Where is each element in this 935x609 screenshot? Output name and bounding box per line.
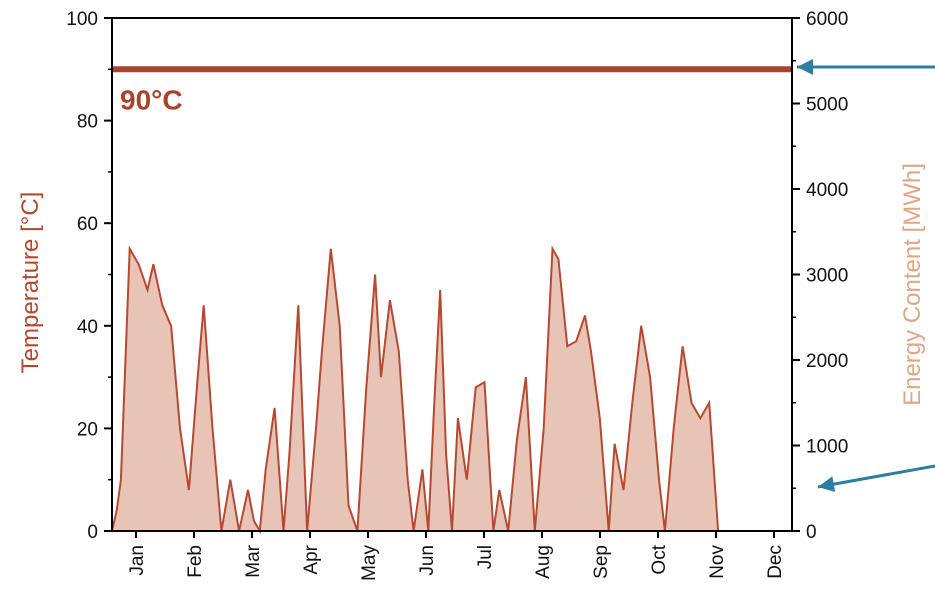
right-tick-label-4000: 4000 <box>806 180 848 201</box>
x-tick-label-feb: Feb <box>185 545 206 578</box>
top-arrow-head <box>797 59 813 75</box>
x-tick-label-sep: Sep <box>591 545 612 579</box>
right-tick-label-6000: 6000 <box>806 9 848 30</box>
right-tick-label-1000: 1000 <box>806 437 848 458</box>
right-tick-label-3000: 3000 <box>806 266 848 287</box>
left-tick-label-20: 20 <box>77 419 98 440</box>
left-tick-label-60: 60 <box>77 214 98 235</box>
arrow-layer <box>797 59 935 493</box>
bottom-arrow-head <box>818 476 836 493</box>
x-tick-label-jun: Jun <box>417 545 438 576</box>
x-axis-ticks: Jan Feb Mar Apr May Jun Jul Aug Sep Oct Nov Dec <box>127 531 786 581</box>
right-tick-label-2000: 2000 <box>806 351 848 372</box>
area-layer <box>111 245 792 535</box>
left-tick-label-100: 100 <box>66 9 98 30</box>
left-tick-label-40: 40 <box>77 317 98 338</box>
x-tick-label-aug: Aug <box>533 545 554 579</box>
left-tick-label-0: 0 <box>87 522 98 543</box>
right-tick-label-5000: 5000 <box>806 95 848 116</box>
x-tick-label-oct: Oct <box>649 544 670 574</box>
left-axis-ticks: 0 20 40 60 80 100 <box>66 9 112 543</box>
x-tick-label-jul: Jul <box>475 545 496 569</box>
right-axis-title: Energy Content [MWh] <box>899 163 926 406</box>
x-tick-label-jan: Jan <box>127 545 148 576</box>
right-tick-label-0: 0 <box>806 522 817 543</box>
x-tick-label-mar: Mar <box>243 544 264 577</box>
x-tick-label-apr: Apr <box>301 544 322 574</box>
x-tick-label-dec: Dec <box>765 545 786 579</box>
bottom-arrow-shaft <box>817 464 935 489</box>
reference-line-label: 90°C <box>120 84 183 115</box>
area-line-0 <box>111 245 792 535</box>
left-tick-label-80: 80 <box>77 112 98 133</box>
right-axis-ticks: 0 1000 2000 3000 4000 5000 6000 <box>792 9 848 543</box>
area-fill-0 <box>112 248 792 532</box>
left-axis-title: Temperature [°C] <box>17 192 44 374</box>
x-tick-label-nov: Nov <box>707 545 728 579</box>
x-tick-label-may: May <box>359 545 380 581</box>
